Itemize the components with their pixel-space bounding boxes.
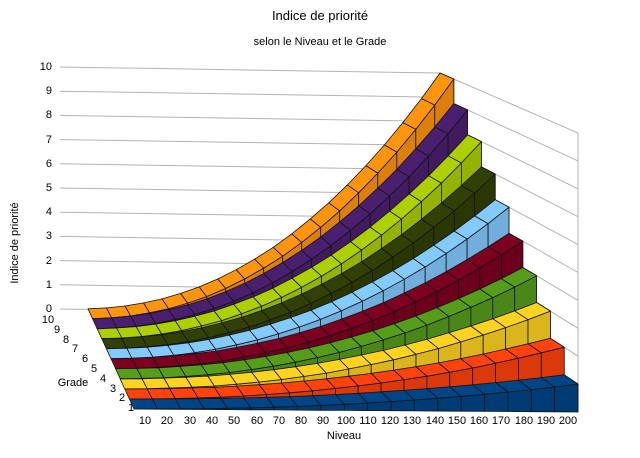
value-tick-label: 5 bbox=[45, 182, 52, 194]
niveau-tick-label: 90 bbox=[316, 415, 330, 427]
niveau-tick-label: 20 bbox=[160, 415, 174, 427]
grade-tick-label: 9 bbox=[53, 324, 61, 336]
grade-tick-label: 10 bbox=[41, 314, 55, 326]
value-tick-label: 0 bbox=[45, 303, 52, 315]
niveau-tick-label: 80 bbox=[294, 415, 308, 427]
niveau-tick-label: 120 bbox=[380, 415, 400, 427]
chart-title: Indice de priorité bbox=[271, 8, 369, 23]
value-tick-label: 8 bbox=[45, 109, 52, 121]
niveau-tick-label: 180 bbox=[514, 415, 534, 427]
value-tick-label: 6 bbox=[45, 158, 52, 170]
value-tick-label: 4 bbox=[45, 206, 52, 218]
niveau-tick-label: 70 bbox=[272, 415, 286, 427]
niveau-tick-label: 140 bbox=[425, 415, 445, 427]
grade-tick-label: 3 bbox=[109, 383, 117, 395]
niveau-tick-label: 170 bbox=[491, 415, 511, 427]
niveau-tick-label: 200 bbox=[558, 415, 578, 427]
niveau-tick-label: 40 bbox=[205, 415, 219, 427]
niveau-tick-label: 100 bbox=[336, 415, 356, 427]
chart-subtitle: selon le Niveau et le Grade bbox=[253, 36, 387, 48]
value-tick-label: 1 bbox=[45, 279, 52, 291]
value-tick-label: 10 bbox=[39, 61, 52, 73]
niveau-tick-label: 190 bbox=[536, 415, 556, 427]
grade-tick-label: 5 bbox=[90, 363, 98, 375]
grade-tick-label: 1 bbox=[127, 402, 135, 414]
grade-tick-label: 2 bbox=[118, 392, 126, 404]
niveau-axis-title: Niveau bbox=[326, 430, 362, 442]
niveau-tick-label: 30 bbox=[183, 415, 197, 427]
niveau-tick-label: 60 bbox=[250, 415, 264, 427]
grade-axis-title: Grade bbox=[57, 377, 89, 389]
niveau-tick-label: 160 bbox=[469, 415, 489, 427]
grade-tick-label: 7 bbox=[71, 343, 79, 355]
value-tick-label: 2 bbox=[45, 255, 52, 267]
niveau-tick-label: 110 bbox=[359, 415, 377, 427]
value-tick-label: 3 bbox=[45, 230, 52, 242]
value-tick-label: 9 bbox=[45, 85, 52, 97]
value-tick-label: 7 bbox=[45, 134, 52, 146]
niveau-tick-label: 50 bbox=[227, 415, 241, 427]
niveau-tick-label: 10 bbox=[138, 415, 152, 427]
niveau-tick-label: 150 bbox=[447, 415, 467, 427]
grade-tick-label: 6 bbox=[81, 353, 89, 365]
niveau-tick-label: 130 bbox=[402, 415, 422, 427]
grade-tick-label: 8 bbox=[62, 334, 70, 346]
grade-tick-label: 4 bbox=[99, 373, 107, 385]
